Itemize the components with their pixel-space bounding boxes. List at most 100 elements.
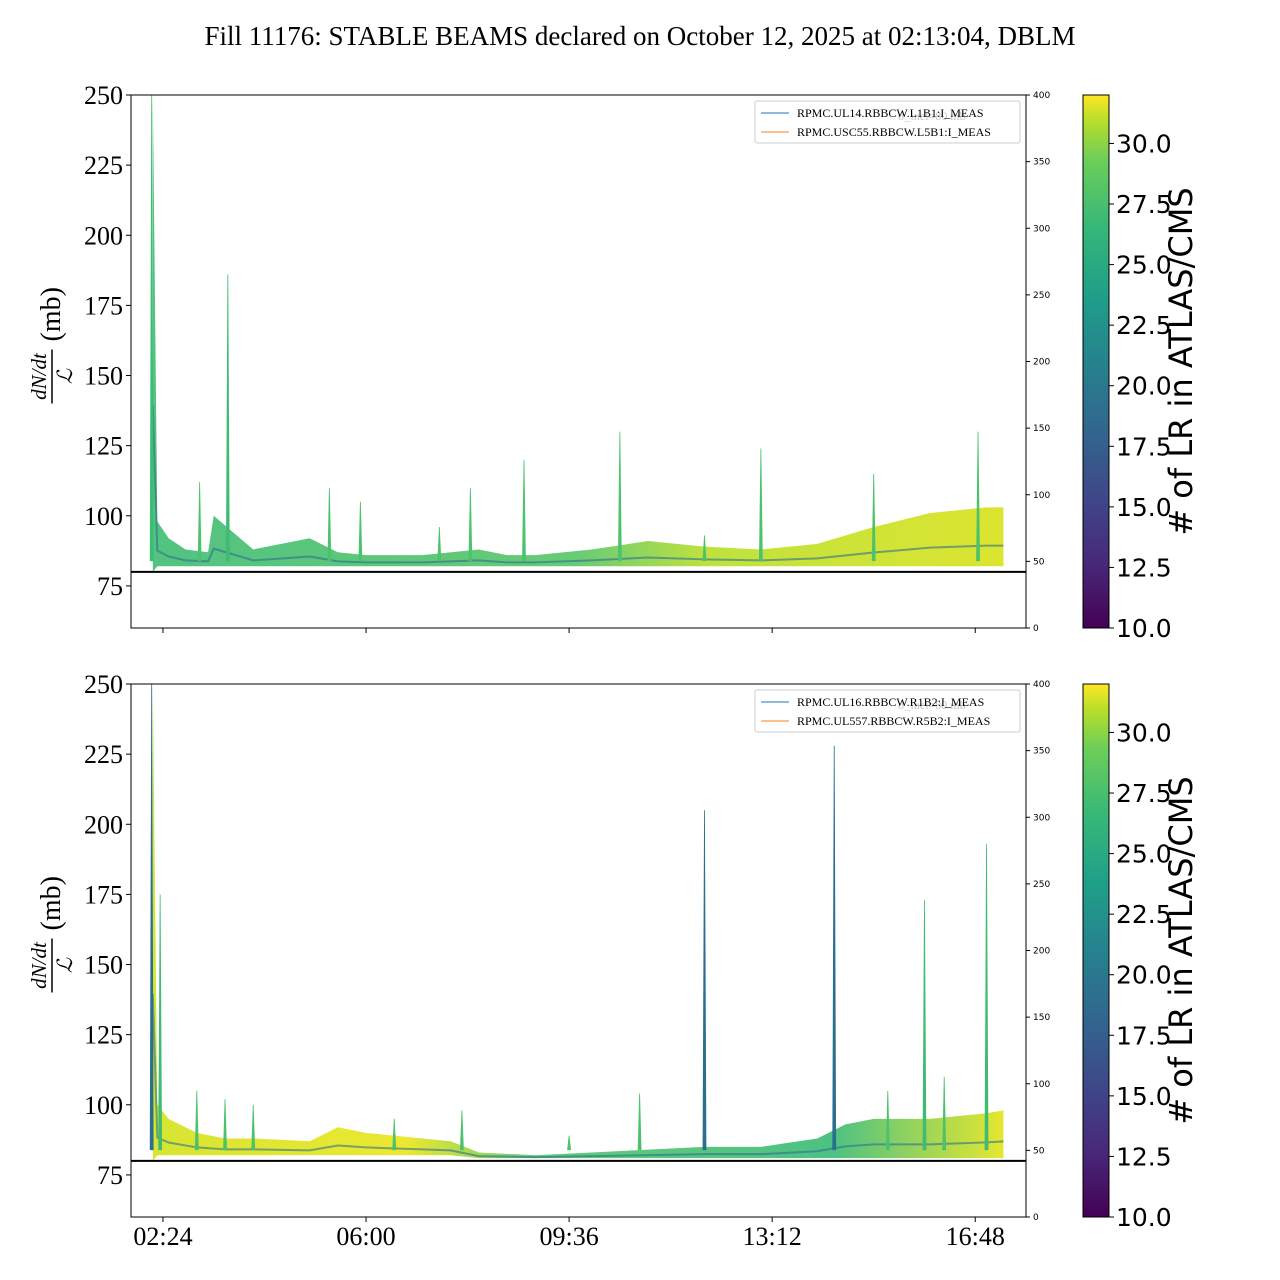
secondary-tick-label: 150 [1033,424,1050,434]
secondary-tick-label: 200 [1033,947,1050,957]
spike [437,526,442,562]
spike [251,1104,256,1151]
y-tick-label: 100 [84,502,123,531]
colorbar-tick-label: 12.5 [1116,553,1172,582]
spike [976,431,980,562]
spike [223,1099,227,1151]
spike [225,274,230,562]
colorbar-tick-label: 15.0 [1116,1082,1172,1111]
bottom-panel: 75 100 125 150 175 200 225 250 0 50 100 150 200 250 30… [27,670,1200,1251]
colorbar-tick-label: 25.0 [1116,840,1172,869]
legend-entry: RPMC.UL16.RBBCW.R1B2:I_MEAS [797,695,984,709]
loss-band [152,684,1004,1161]
colorbar-tick-label: 27.5 [1116,190,1172,219]
colorbar-tick-label: 17.5 [1116,432,1172,461]
spike [702,810,707,1151]
spike [358,501,363,562]
y-tick-label: 225 [84,740,123,769]
y-label-unit: (mb) [36,287,67,341]
spike [832,745,837,1151]
secondary-tick-label: 150 [1033,1013,1050,1023]
spike [392,1118,397,1151]
colorbar-label: # of LR in ATLAS/CMS [1162,187,1200,535]
y-axis-label: dN/dt ℒ (mb) [27,287,77,404]
y-tick-label: 75 [97,572,123,601]
y-tick-label: 125 [84,1021,123,1050]
colorbar-tick-label: 20.0 [1116,961,1172,990]
top-panel: 75 100 125 150 175 200 225 250 0 50 100 150 200 250 30… [27,81,1200,643]
y-tick-label: 250 [84,81,123,110]
y-label-unit: (mb) [36,876,67,930]
colorbar-tick-label: 15.0 [1116,493,1172,522]
y-label-numerator: dN/dt [27,352,51,400]
y-label-denominator: ℒ [53,957,77,973]
spike [885,1090,890,1151]
spike [984,843,989,1151]
legend-box [754,100,1021,144]
spike [327,487,332,562]
secondary-tick-label: 100 [1033,1080,1050,1090]
legend-entry: RPMC.UL557.RBBCW.R5B2:I_MEAS [797,714,990,728]
x-tick-label: 16:48 [946,1222,1005,1251]
y-tick-label: 150 [84,951,123,980]
colorbar-tick-label: 10.0 [1116,1203,1172,1232]
y-tick-label: 175 [84,291,123,320]
sigma-label: σ_inel=80 mb [898,109,966,123]
y-tick-label: 75 [97,1161,123,1190]
secondary-tick-label: 300 [1033,224,1050,234]
colorbar-tick-label: 25.0 [1116,251,1172,280]
x-tick-label: 02:24 [133,1222,192,1251]
colorbar-tick-label: 30.0 [1116,718,1172,747]
sigma-label: σ_inel=80 mb [898,698,966,712]
y-tick-label: 175 [84,880,123,909]
colorbar [1082,683,1110,1218]
secondary-tick-label: 50 [1033,557,1045,567]
y-tick-label: 250 [84,670,123,699]
secondary-tick-label: 50 [1033,1146,1045,1156]
y-tick-label: 100 [84,1091,123,1120]
spike [942,1076,947,1151]
colorbar-tick-label: 30.0 [1116,129,1172,158]
colorbar [1082,94,1110,629]
secondary-tick-label: 350 [1033,747,1050,757]
figure-title: Fill 11176: STABLE BEAMS declared on Oct… [204,21,1075,51]
colorbar-label: # of LR in ATLAS/CMS [1162,776,1200,1124]
spike [617,431,622,562]
secondary-tick-label: 0 [1033,1213,1039,1223]
secondary-tick-label: 250 [1033,880,1050,890]
secondary-tick-label: 350 [1033,158,1050,168]
y-axis-label: dN/dt ℒ (mb) [27,876,77,993]
colorbar-tick-label: 10.0 [1116,614,1172,643]
spike [637,1093,642,1151]
y-tick-label: 150 [84,362,123,391]
spike [758,448,763,562]
plot-area [149,684,1004,1161]
x-tick-label: 09:36 [539,1222,598,1251]
secondary-tick-label: 300 [1033,813,1050,823]
legend-box [754,689,1021,733]
spike [567,1135,572,1151]
x-tick-label: 06:00 [336,1222,395,1251]
spike [522,459,526,562]
colorbar-tick-label: 17.5 [1116,1021,1172,1050]
spike [468,487,473,562]
y-tick-label: 125 [84,432,123,461]
y-tick-label: 200 [84,221,123,250]
colorbar-tick-label: 20.0 [1116,372,1172,401]
colorbar-tick-label: 27.5 [1116,779,1172,808]
spike [702,535,707,562]
spike [197,482,202,562]
secondary-tick-label: 0 [1033,624,1039,634]
y-label-numerator: dN/dt [27,941,51,989]
secondary-tick-label: 100 [1033,491,1050,501]
secondary-tick-label: 250 [1033,291,1050,301]
y-tick-label: 200 [84,810,123,839]
spike [149,95,154,562]
y-label-denominator: ℒ [53,368,77,384]
secondary-tick-label: 400 [1033,91,1050,101]
spike [460,1110,464,1151]
spike [922,900,927,1151]
secondary-tick-label: 400 [1033,680,1050,690]
spike [871,473,876,562]
